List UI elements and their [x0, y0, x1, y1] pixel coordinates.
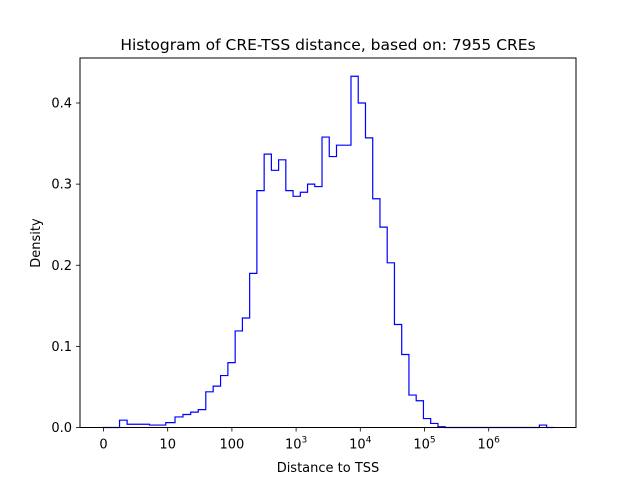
y-tick-label: 0.0: [51, 421, 72, 436]
axis-ticks: 0 10 100 103 104 105 106 0.0 0.1 0.2 0.3 0.4: [51, 97, 500, 453]
x-tick-label: 104: [349, 436, 372, 453]
y-tick-label: 0.3: [51, 178, 72, 193]
x-tick-label: 0: [99, 438, 107, 453]
plot-frame: [79, 57, 577, 428]
chart-title: Histogram of CRE-TSS distance, based on:…: [120, 36, 535, 54]
y-tick-label: 0.2: [51, 259, 72, 274]
x-tick-label: 10: [159, 438, 176, 453]
x-tick-label: 103: [285, 436, 307, 453]
x-tick-label: 105: [413, 436, 435, 453]
y-axis-label: Density: [29, 218, 44, 268]
y-tick-label: 0.4: [51, 97, 72, 112]
x-tick-label: 106: [478, 436, 501, 453]
x-tick-label: 100: [219, 438, 244, 453]
x-axis-label: Distance to TSS: [277, 461, 380, 476]
y-tick-label: 0.1: [51, 340, 72, 355]
